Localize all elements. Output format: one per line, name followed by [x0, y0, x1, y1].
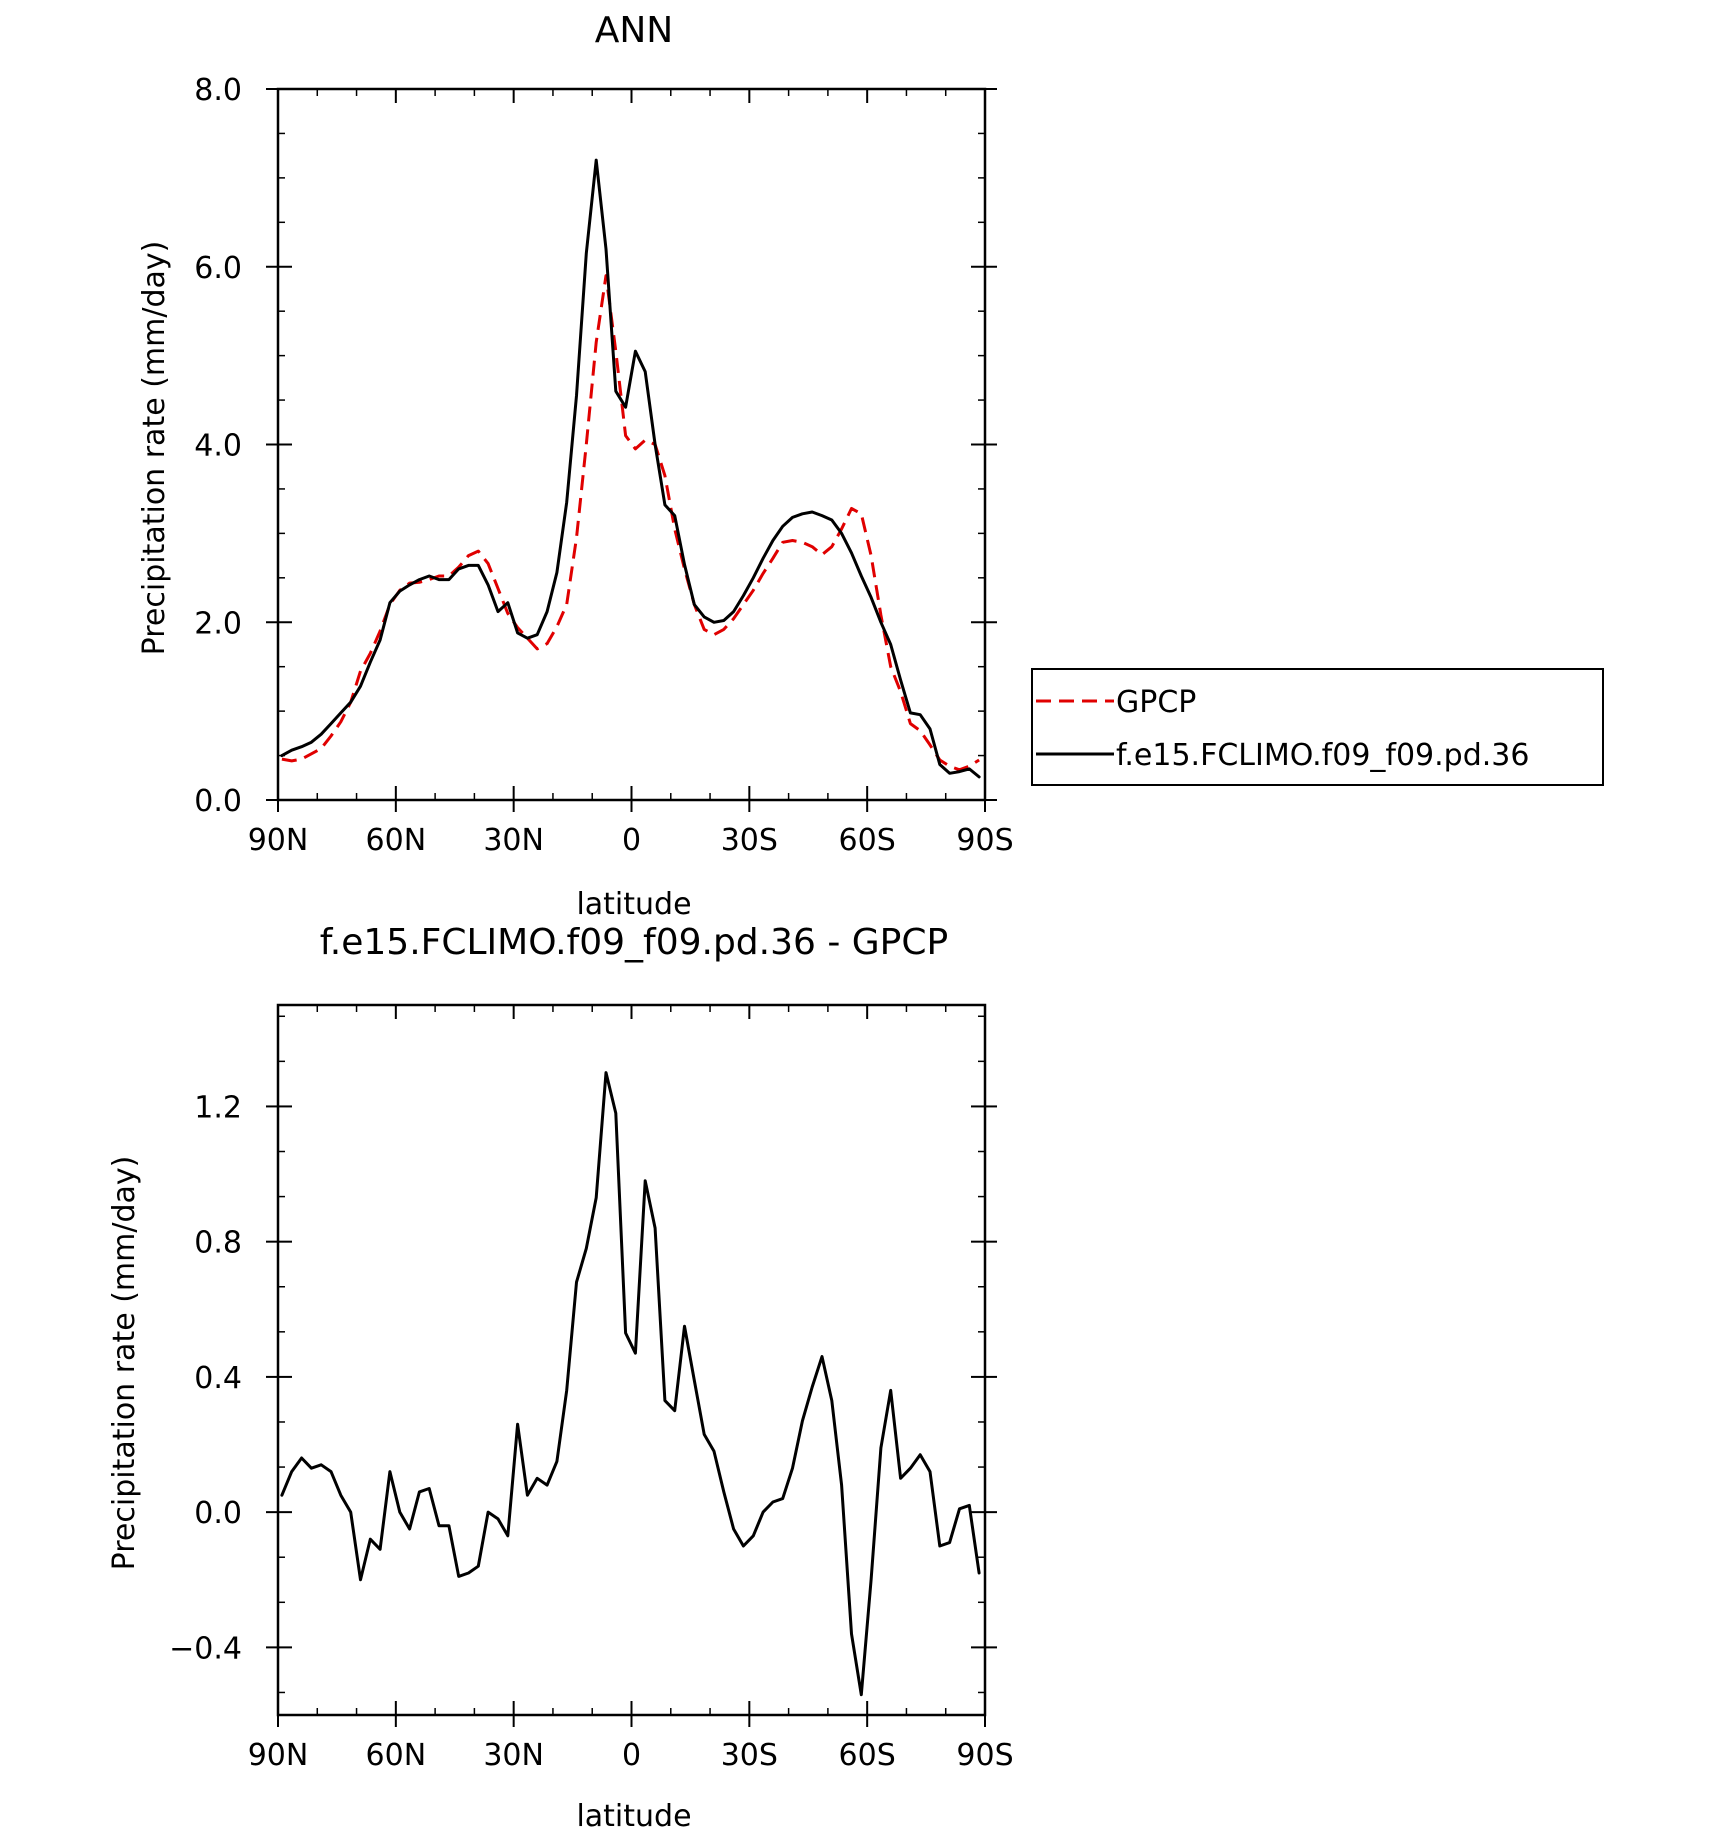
- panel1-y-axis-label: Precipitation rate (mm/day): [137, 241, 172, 656]
- panel2-x-tick-label: 60S: [839, 1738, 896, 1773]
- panel1-x-tick-label: 90N: [248, 823, 309, 858]
- panel1-title: ANN: [595, 10, 674, 51]
- panel2-y-tick-label: 1.2: [194, 1090, 242, 1125]
- panel1-plot-frame: [276, 87, 987, 802]
- panel2-x-tick-label: 30S: [721, 1738, 778, 1773]
- panel1-x-axis-label: latitude: [576, 887, 691, 922]
- panel2-x-tick-label: 60N: [366, 1738, 427, 1773]
- panel2-title: f.e15.FCLIMO.f09_f09.pd.36 - GPCP: [320, 922, 949, 963]
- panel1-x-tick-label: 60S: [839, 823, 896, 858]
- panel1-x-tick-label: 60N: [366, 823, 427, 858]
- panel2-series: [280, 1071, 981, 1697]
- panel2-y-tick-label: 0.0: [194, 1496, 242, 1531]
- panel1-y-tick-label: 8.0: [194, 73, 242, 108]
- panel2-x-tick-label: 90N: [248, 1738, 309, 1773]
- panel1-series: [280, 158, 981, 779]
- legend-label-gpcp: GPCP: [1116, 685, 1196, 720]
- annual-mean-panel: ANN latitude Precipitation rate (mm/day)…: [137, 10, 1604, 922]
- panel1-y-tick-label: 6.0: [194, 251, 242, 286]
- panel1-y-tick-label: 2.0: [194, 606, 242, 641]
- panel1-x-tick-label: 30S: [721, 823, 778, 858]
- panel2-x-tick-label: 90S: [956, 1738, 1013, 1773]
- panel2-x-tick-label: 30N: [483, 1738, 544, 1773]
- panel1-x-tick-label: 30N: [483, 823, 544, 858]
- legend-box: [1031, 668, 1604, 786]
- panel2-y-axis-label: Precipitation rate (mm/day): [107, 1156, 142, 1571]
- panel1-x-tick-label: 0: [622, 823, 641, 858]
- panel2-y-tick-label: 0.4: [194, 1361, 242, 1396]
- panel2-y-tick-label: −0.4: [169, 1631, 242, 1666]
- panel2-series-line-difference: [280, 1071, 981, 1697]
- panel2-x-axis-label: latitude: [576, 1799, 691, 1833]
- panel1-series-line-f-e15-fclimo-f09-f09-pd-36: [280, 158, 981, 779]
- panel1-x-tick-label: 90S: [956, 823, 1013, 858]
- panel2-plot-frame: [276, 1003, 987, 1717]
- legend-label-model: f.e15.FCLIMO.f09_f09.pd.36: [1116, 738, 1529, 773]
- panel2-tick-labels: 90N 60N 30N 0 30S 60S 90S −0.4 0.0 0.4 0.8 1.2: [169, 1090, 1013, 1773]
- panel1-y-tick-label: 0.0: [194, 784, 242, 819]
- difference-panel: f.e15.FCLIMO.f09_f09.pd.36 - GPCP latitu…: [107, 922, 1014, 1833]
- legend: GPCP f.e15.FCLIMO.f09_f09.pd.36: [1031, 668, 1604, 786]
- panel2-x-tick-label: 0: [622, 1738, 641, 1773]
- panel1-y-tick-label: 4.0: [194, 429, 242, 464]
- panel1-tick-labels: 90N 60N 30N 0 30S 60S 90S 0.0 2.0 4.0 6.0 8.0: [194, 73, 1013, 858]
- panel2-y-tick-label: 0.8: [194, 1226, 242, 1261]
